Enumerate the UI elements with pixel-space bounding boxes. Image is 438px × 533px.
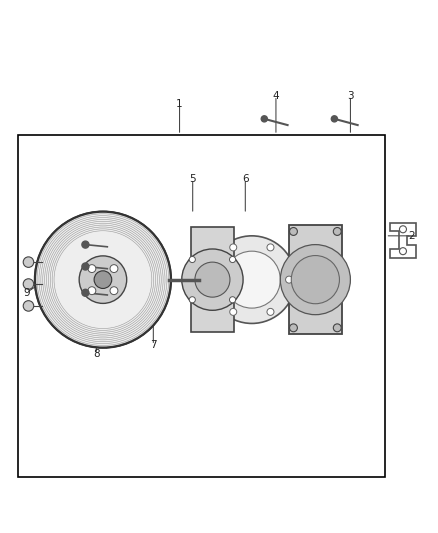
Text: 2: 2 [408, 231, 415, 241]
Circle shape [23, 301, 34, 311]
Ellipse shape [100, 212, 113, 348]
Circle shape [230, 244, 237, 251]
Circle shape [110, 287, 118, 295]
Circle shape [110, 265, 118, 272]
Circle shape [82, 263, 89, 270]
Circle shape [290, 228, 297, 236]
Circle shape [81, 275, 90, 284]
Circle shape [267, 244, 274, 251]
Text: 7: 7 [150, 341, 157, 350]
Circle shape [93, 270, 113, 290]
Text: 5: 5 [189, 174, 196, 184]
Circle shape [261, 116, 267, 122]
Text: 4: 4 [272, 91, 279, 101]
Circle shape [223, 251, 280, 308]
Circle shape [211, 276, 218, 283]
Circle shape [286, 276, 293, 283]
Circle shape [230, 309, 237, 316]
Circle shape [79, 256, 127, 303]
Circle shape [230, 297, 236, 303]
Text: 9: 9 [23, 288, 30, 298]
Circle shape [88, 287, 96, 295]
Circle shape [94, 271, 112, 288]
Circle shape [99, 259, 107, 267]
Circle shape [23, 279, 34, 289]
Circle shape [267, 309, 274, 316]
Circle shape [333, 228, 341, 236]
Circle shape [189, 256, 195, 263]
Circle shape [116, 275, 124, 284]
Circle shape [182, 249, 243, 310]
Circle shape [99, 292, 107, 301]
Polygon shape [191, 227, 234, 332]
Circle shape [82, 241, 89, 248]
Circle shape [280, 245, 350, 314]
Circle shape [189, 297, 195, 303]
Circle shape [79, 256, 127, 303]
Text: 3: 3 [347, 91, 354, 101]
Text: 1: 1 [176, 100, 183, 109]
Text: 6: 6 [242, 174, 249, 184]
Circle shape [230, 256, 236, 263]
Circle shape [82, 289, 89, 296]
Circle shape [35, 212, 171, 348]
Circle shape [291, 255, 339, 304]
Circle shape [333, 324, 341, 332]
Circle shape [208, 236, 296, 324]
Bar [18, 135, 385, 477]
Circle shape [290, 324, 297, 332]
Text: 8: 8 [93, 349, 100, 359]
Circle shape [195, 262, 230, 297]
Bar [289, 225, 342, 334]
Circle shape [331, 116, 337, 122]
Circle shape [23, 257, 34, 268]
Circle shape [88, 265, 96, 272]
